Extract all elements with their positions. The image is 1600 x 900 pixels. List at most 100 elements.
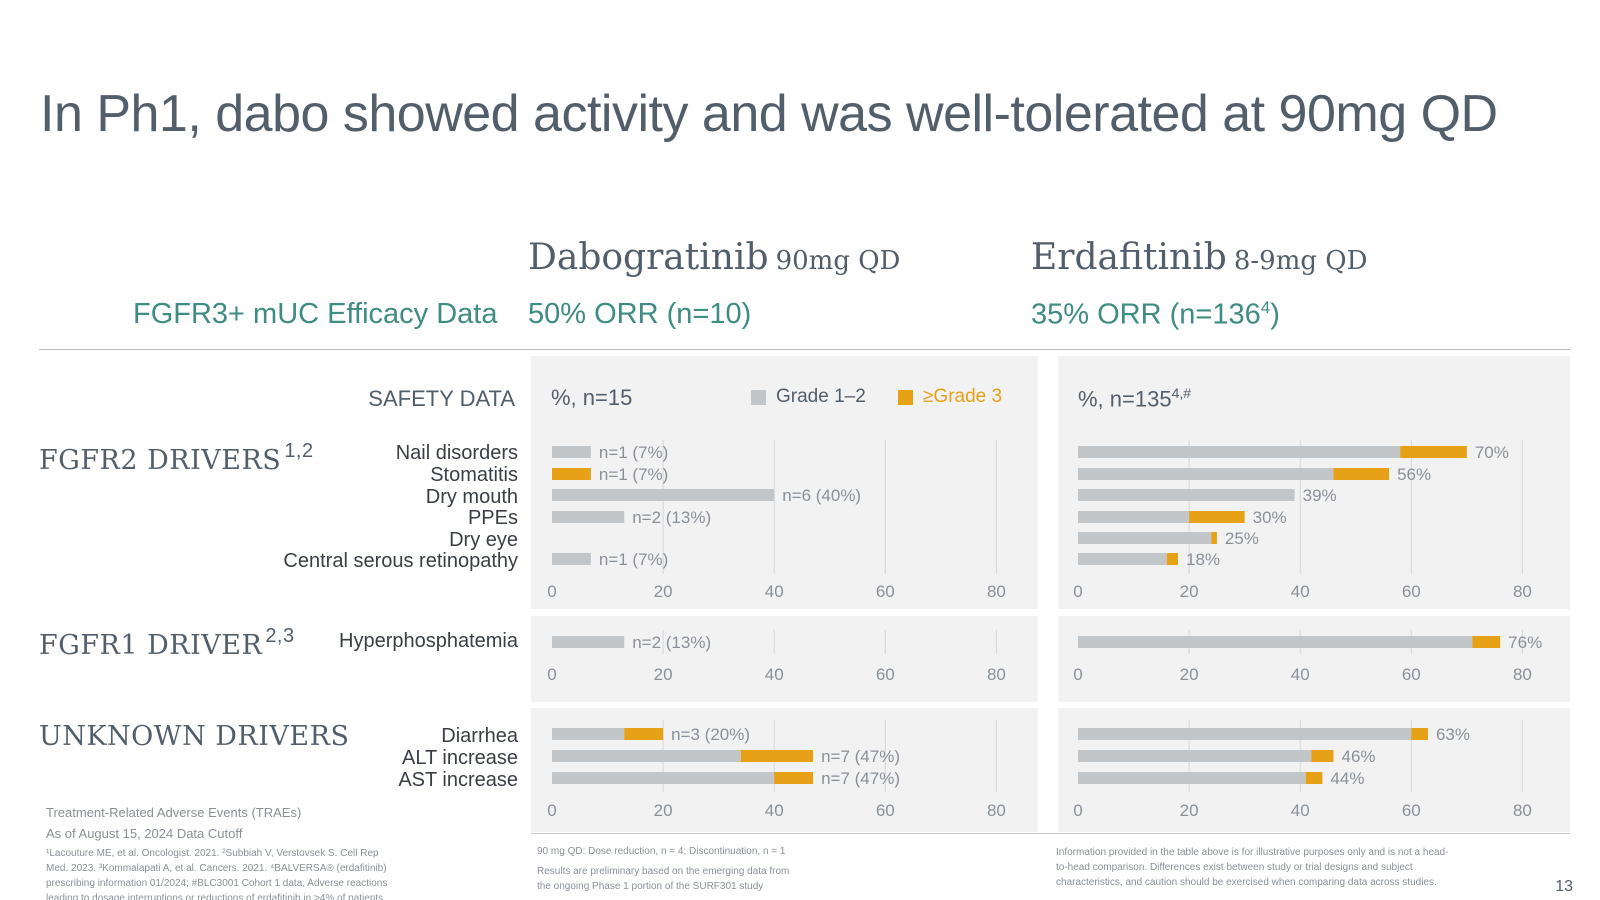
bar-grade12 xyxy=(1078,772,1306,784)
bar-grade12 xyxy=(1078,511,1190,523)
footnote-ref-line: Med. 2023. ³Kommalapati A, et al. Cancer… xyxy=(46,863,387,874)
driver-fgfr1-heading: FGFR1 DRIVER 2,3 xyxy=(39,625,295,661)
dabo-n-note: %, n=15 xyxy=(551,385,633,410)
bar-grade12 xyxy=(552,489,775,501)
data-label: n=6 (40%) xyxy=(782,486,861,505)
legend-grade12-swatch xyxy=(751,389,766,405)
tick-label: 40 xyxy=(1291,665,1310,684)
driver-fgfr2-label: FGFR2 DRIVERS xyxy=(39,445,282,476)
tick-label: 20 xyxy=(1180,801,1199,820)
bar-grade12 xyxy=(552,446,591,458)
ae-label-stomatitis: Stomatitis xyxy=(430,464,518,486)
bottom-divider xyxy=(531,833,1570,834)
tick-label: 60 xyxy=(1402,582,1421,601)
footnote-disclaimer-line: to-head comparison. Differences exist be… xyxy=(1056,862,1413,873)
data-label: 46% xyxy=(1342,747,1376,766)
data-label: n=7 (47%) xyxy=(821,769,900,788)
erda-n-note: %, n=1354,# xyxy=(1078,385,1191,412)
bar-grade3 xyxy=(1333,468,1390,480)
footnote-dabo-line: Results are preliminary based on the eme… xyxy=(537,866,790,877)
footnote-ref-line: leading to dosage interruptions or reduc… xyxy=(46,893,384,900)
data-label: n=7 (47%) xyxy=(821,747,900,766)
erda-n-main: %, n=135 xyxy=(1078,386,1172,412)
bar-grade12 xyxy=(1078,446,1401,458)
footnote-dabo-dose: 90 mg QD: Dose reduction, n = 4; Discont… xyxy=(537,846,786,857)
ae-label-csr: Central serous retinopathy xyxy=(283,550,518,572)
tick-label: 60 xyxy=(876,801,895,820)
bar-grade12 xyxy=(1078,489,1295,501)
header-divider xyxy=(39,349,1570,350)
bar-grade12 xyxy=(552,728,625,740)
footnote-disclaimer-line: characteristics, and caution should be e… xyxy=(1056,877,1437,888)
tick-label: 40 xyxy=(765,801,784,820)
bar-grade12 xyxy=(1078,468,1334,480)
safety-data-label: SAFETY DATA xyxy=(368,386,515,411)
tick-label: 80 xyxy=(987,665,1006,684)
bar-grade3 xyxy=(624,728,664,740)
driver-unknown-heading: UNKNOWN DRIVERS xyxy=(39,721,349,752)
dabo-name: Dabogratinib xyxy=(528,237,769,278)
tick-label: 20 xyxy=(1180,665,1199,684)
bar-grade3 xyxy=(1166,553,1178,565)
bar-grade12 xyxy=(552,553,591,565)
tick-label: 20 xyxy=(1180,582,1199,601)
footnote-disclaimer: Information provided in the table above … xyxy=(1056,845,1448,890)
bar-grade12 xyxy=(1078,750,1312,762)
driver-unknown-label: UNKNOWN DRIVERS xyxy=(39,721,350,752)
erda-orr-end: ) xyxy=(1270,298,1280,331)
legend-grade3: ≥Grade 3 xyxy=(898,386,1002,408)
data-label: n=2 (13%) xyxy=(632,633,711,652)
erda-n-sup: 4,# xyxy=(1171,385,1192,401)
tick-label: 0 xyxy=(1073,801,1082,820)
tick-label: 20 xyxy=(654,801,673,820)
dabo-orr: 50% ORR (n=10) xyxy=(528,298,752,330)
data-label: 30% xyxy=(1253,508,1287,527)
ae-label-dry-mouth: Dry mouth xyxy=(425,486,518,508)
ae-label-ppes: PPEs xyxy=(467,507,518,529)
driver-fgfr2-sup: 1,2 xyxy=(284,440,314,462)
panel-erda-fgfr2 xyxy=(1058,356,1570,609)
footnote-dabo-line: the ongoing Phase 1 portion of the SURF3… xyxy=(537,881,764,892)
footnote-dabo-prelim: Results are preliminary based on the eme… xyxy=(537,864,789,894)
data-label: n=1 (7%) xyxy=(599,443,668,462)
legend-grade12: Grade 1–2 xyxy=(751,386,866,408)
erda-orr-sup: 4 xyxy=(1260,298,1271,317)
ae-label-nail: Nail disorders xyxy=(395,442,518,464)
panel-dabo-fgfr1 xyxy=(531,616,1038,702)
erda-orr: 35% ORR (n=1364) xyxy=(1031,298,1280,332)
data-label: 70% xyxy=(1475,443,1509,462)
footnote-refs: ¹Lacouture ME, et al. Oncologist. 2021. … xyxy=(46,846,387,900)
panel-erda-fgfr1 xyxy=(1058,616,1570,702)
bar-grade12 xyxy=(1078,553,1167,565)
footnote-ref-line: prescribing information 01/2024; #BLC300… xyxy=(46,878,388,889)
data-label: n=3 (20%) xyxy=(671,725,750,744)
data-label: 76% xyxy=(1508,633,1542,652)
erda-orr-main: 35% ORR (n=136 xyxy=(1031,298,1261,331)
legend-grade3-swatch xyxy=(898,389,913,405)
tick-label: 0 xyxy=(1073,582,1082,601)
erda-name: Erdafitinib xyxy=(1031,237,1227,278)
footnote-ref-line: ¹Lacouture ME, et al. Oncologist. 2021. … xyxy=(46,848,379,859)
data-label: n=2 (13%) xyxy=(632,508,711,527)
tick-label: 40 xyxy=(765,582,784,601)
tick-label: 0 xyxy=(1073,665,1082,684)
tick-label: 40 xyxy=(1291,801,1310,820)
data-label: n=1 (7%) xyxy=(599,550,668,569)
footnote-disclaimer-line: Information provided in the table above … xyxy=(1056,847,1449,858)
tick-label: 40 xyxy=(765,665,784,684)
tick-label: 80 xyxy=(987,582,1006,601)
tick-label: 60 xyxy=(1402,665,1421,684)
ae-label-hyperphosphatemia: Hyperphosphatemia xyxy=(339,630,518,652)
data-label: n=1 (7%) xyxy=(599,465,668,484)
bar-grade3 xyxy=(1305,772,1323,784)
bar-grade3 xyxy=(1311,750,1334,762)
bar-grade3 xyxy=(1411,728,1428,740)
panel-dabo-fgfr2 xyxy=(531,356,1038,609)
data-label: 39% xyxy=(1303,486,1337,505)
driver-fgfr1-sup: 2,3 xyxy=(265,625,295,647)
ae-label-alt: ALT increase xyxy=(402,747,518,769)
bar-grade12 xyxy=(1078,636,1473,648)
slide-title: In Ph1, dabo showed activity and was wel… xyxy=(40,85,1498,143)
dabo-header: Dabogratinib 90mg QD xyxy=(528,237,900,278)
